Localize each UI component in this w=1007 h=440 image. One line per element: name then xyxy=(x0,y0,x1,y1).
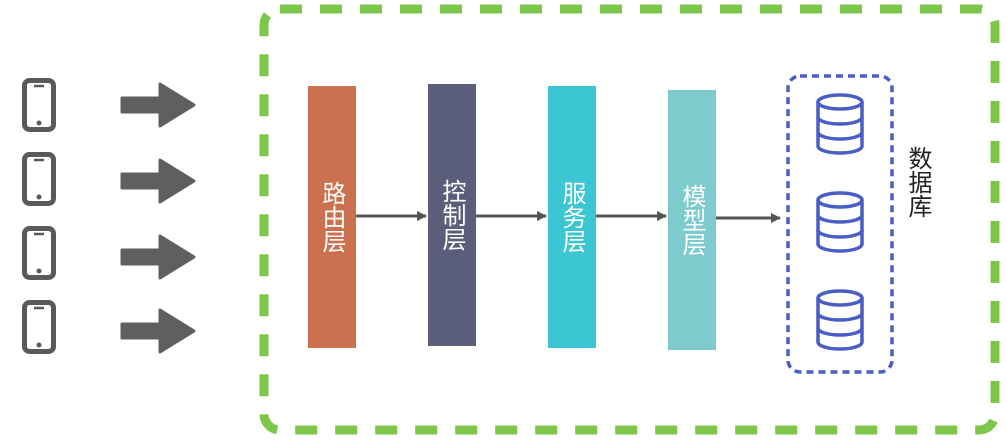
database-icon xyxy=(816,93,864,155)
smartphone-icon xyxy=(22,152,56,206)
database-group-frame xyxy=(786,74,894,374)
control-layer: 控制层 xyxy=(428,84,476,346)
control-layer-label: 控制层 xyxy=(438,179,466,251)
model-layer-label: 模型层 xyxy=(678,184,706,256)
right-arrow-icon xyxy=(120,158,196,204)
right-arrow-icon xyxy=(120,308,196,354)
right-arrow-icon xyxy=(120,234,196,280)
database-icon xyxy=(816,191,864,253)
smartphone-icon xyxy=(22,226,56,280)
service-layer-label: 服务层 xyxy=(558,181,586,253)
smartphone-icon xyxy=(22,300,56,354)
model-layer: 模型层 xyxy=(668,90,716,350)
database-label: 数据库 xyxy=(904,146,932,218)
router-layer-label: 路由层 xyxy=(318,181,346,253)
smartphone-icon xyxy=(22,78,56,132)
database-icon xyxy=(816,289,864,351)
service-layer: 服务层 xyxy=(548,86,596,348)
router-layer: 路由层 xyxy=(308,86,356,348)
right-arrow-icon xyxy=(120,82,196,128)
